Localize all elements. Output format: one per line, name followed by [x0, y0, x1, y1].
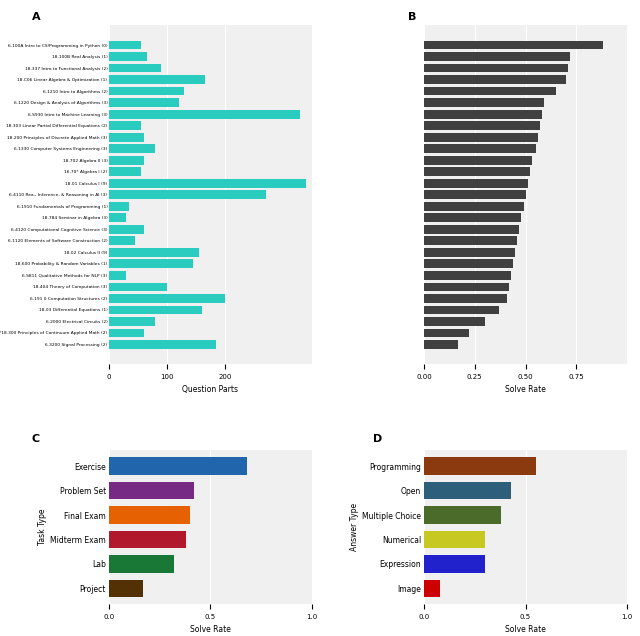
Text: A: A — [31, 12, 40, 22]
Bar — [109, 329, 143, 337]
Bar — [109, 121, 141, 130]
Bar — [424, 75, 566, 84]
Bar — [109, 190, 266, 199]
Bar — [424, 248, 515, 256]
Bar — [109, 64, 161, 73]
Bar — [424, 144, 536, 153]
Bar — [424, 99, 544, 107]
Bar — [424, 121, 540, 130]
Bar — [109, 75, 205, 84]
Y-axis label: Answer Type: Answer Type — [350, 503, 359, 551]
Bar — [424, 225, 520, 233]
Bar — [109, 248, 199, 256]
Bar — [424, 317, 485, 326]
Bar — [109, 214, 126, 222]
Bar — [424, 64, 568, 73]
X-axis label: Solve Rate: Solve Rate — [505, 385, 546, 394]
Bar — [424, 555, 485, 573]
Bar — [424, 237, 517, 245]
Bar — [424, 305, 499, 314]
Bar — [424, 179, 527, 188]
Bar — [424, 190, 525, 199]
Bar — [424, 340, 458, 349]
Bar — [109, 259, 193, 268]
Bar — [109, 99, 179, 107]
Bar — [109, 41, 141, 50]
X-axis label: Question Parts: Question Parts — [182, 385, 239, 394]
Bar — [109, 340, 216, 349]
Bar — [424, 259, 513, 268]
Bar — [424, 202, 524, 211]
Bar — [109, 530, 186, 548]
Bar — [109, 87, 184, 95]
X-axis label: Solve Rate: Solve Rate — [190, 625, 231, 635]
Bar — [109, 110, 300, 118]
Bar — [109, 133, 143, 142]
Bar — [424, 52, 570, 61]
Bar — [109, 579, 143, 597]
Bar — [109, 305, 202, 314]
Bar — [109, 481, 194, 499]
Bar — [109, 457, 247, 475]
Bar — [424, 110, 542, 118]
Bar — [424, 530, 485, 548]
Bar — [424, 329, 468, 337]
Bar — [109, 156, 143, 165]
Bar — [424, 41, 603, 50]
Bar — [424, 506, 501, 524]
Bar — [424, 579, 440, 597]
Bar — [109, 225, 143, 233]
Bar — [109, 271, 126, 280]
Bar — [109, 144, 156, 153]
Bar — [109, 167, 141, 176]
Text: D: D — [373, 434, 382, 444]
Bar — [109, 202, 129, 211]
Bar — [424, 282, 509, 291]
Bar — [424, 294, 508, 303]
Bar — [109, 237, 135, 245]
Bar — [109, 506, 190, 524]
Bar — [424, 271, 511, 280]
X-axis label: Solve Rate: Solve Rate — [505, 625, 546, 635]
Bar — [109, 52, 147, 61]
Bar — [109, 555, 174, 573]
Bar — [424, 481, 511, 499]
Bar — [109, 294, 225, 303]
Bar — [424, 133, 538, 142]
Bar — [109, 179, 307, 188]
Y-axis label: Task Type: Task Type — [38, 509, 47, 546]
Bar — [424, 156, 532, 165]
Bar — [109, 317, 156, 326]
Bar — [424, 214, 522, 222]
Text: B: B — [408, 12, 416, 22]
Bar — [424, 87, 556, 95]
Bar — [424, 457, 536, 475]
Bar — [424, 167, 530, 176]
Text: C: C — [31, 434, 40, 444]
Bar — [109, 282, 167, 291]
